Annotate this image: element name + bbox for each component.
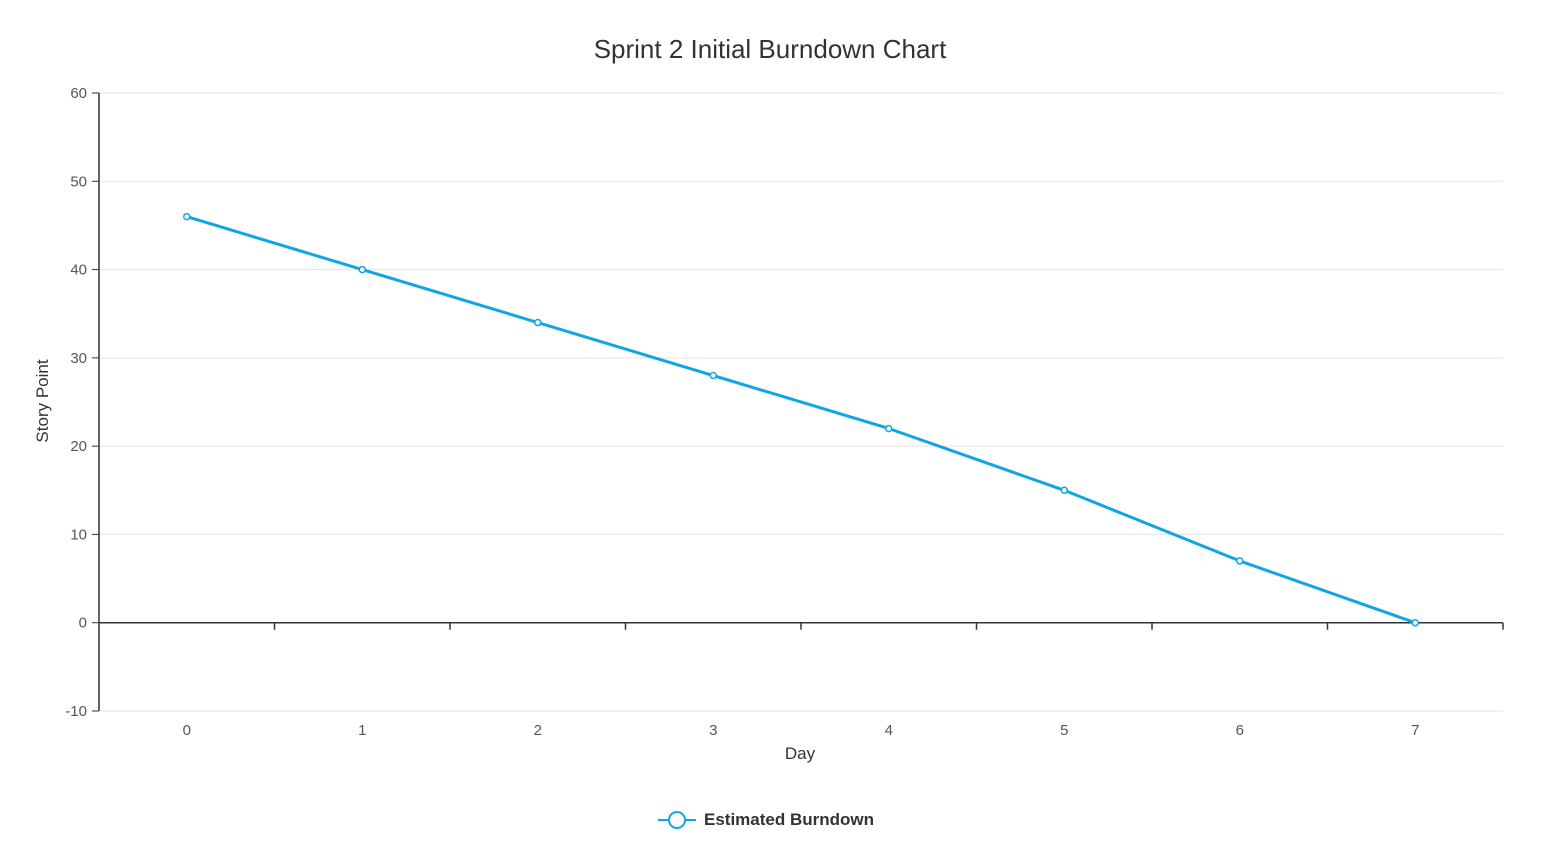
x-tick-label: 6 [1236,722,1244,739]
x-tick-label: 3 [709,722,717,739]
series-layer [183,212,1419,627]
data-point[interactable] [1411,618,1419,627]
y-tick-label: 30 [70,350,87,367]
data-point[interactable] [534,318,542,327]
y-tick-label: 60 [70,85,87,102]
x-tick-label: 2 [534,722,542,739]
data-point[interactable] [1236,557,1244,565]
data-point[interactable] [709,371,717,380]
legend[interactable]: Estimated Burndown [658,810,874,829]
x-tick-label: 7 [1411,722,1419,739]
y-axis-label: Story Point [33,359,52,442]
y-tick-label: 40 [70,262,87,279]
x-tick-labels: 0 1 2 3 4 5 6 7 [183,722,1420,739]
data-point[interactable] [1060,486,1068,495]
x-tick-label: 0 [183,722,191,739]
legend-marker-icon [668,811,686,829]
chart-title: Sprint 2 Initial Burndown Chart [594,34,947,64]
x-axis-label: Day [785,744,816,763]
data-point[interactable] [358,265,366,274]
gridlines [99,92,1503,712]
y-tick-label: 0 [79,615,87,632]
axes [92,92,1504,712]
y-tick-label: -10 [65,703,87,720]
y-tick-label: 10 [70,526,87,543]
y-tick-label: 20 [70,438,87,455]
x-tick-label: 5 [1060,722,1068,739]
data-point[interactable] [885,424,893,433]
x-tick-label: 1 [358,722,366,739]
series-line [186,215,1416,625]
x-tick-label: 4 [885,722,893,739]
legend-label: Estimated Burndown [704,810,874,829]
y-tick-label: 50 [70,173,87,190]
y-tick-labels: 60 50 40 30 20 10 0 -10 [65,85,87,720]
data-point[interactable] [183,212,191,221]
